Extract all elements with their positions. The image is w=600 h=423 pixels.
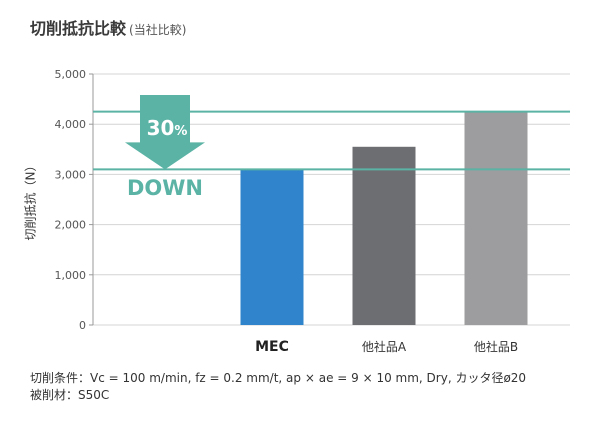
x-category-label: MEC (255, 339, 289, 355)
bar-2 (352, 146, 416, 325)
cutting-conditions-note: 切削条件：Vc = 100 m/min, fz = 0.2 mm/t, ap ×… (30, 371, 527, 385)
y-tick-label: 5,000 (55, 68, 87, 81)
y-tick-label: 3,000 (55, 168, 87, 181)
bar-1 (240, 169, 304, 325)
y-tick-label: 4,000 (55, 118, 87, 131)
reduction-direction-label: DOWN (127, 176, 203, 200)
bar-3 (464, 111, 528, 326)
x-category-label: 他社品A (362, 339, 407, 354)
y-tick-label: 0 (79, 319, 86, 332)
test-conditions: 切削条件：Vc = 100 m/min, fz = 0.2 mm/t, ap ×… (30, 370, 526, 404)
chart-title: 切削抵抗比較 (当社比較) (30, 15, 186, 39)
chart-title-main: 切削抵抗比較 (30, 19, 127, 38)
reduction-percent-label: 30% (147, 116, 188, 140)
work-material-note: 被削材：S50C (30, 388, 110, 402)
x-category-label: 他社品B (474, 339, 518, 354)
chart-title-sub: (当社比較) (129, 23, 187, 37)
down-arrow-icon (125, 95, 205, 170)
y-tick-label: 2,000 (55, 219, 87, 232)
y-tick-label: 1,000 (55, 269, 87, 282)
